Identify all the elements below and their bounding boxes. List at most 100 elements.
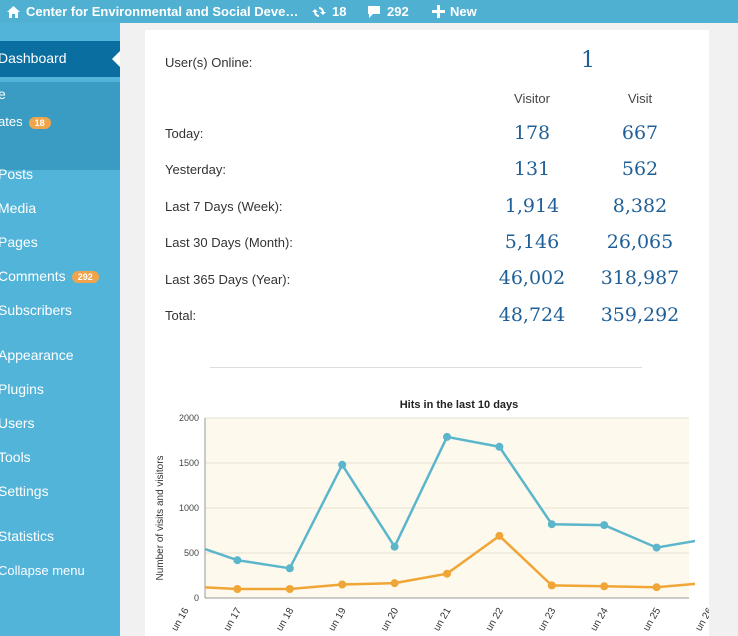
updates-badge: 18 (28, 116, 51, 129)
data-point (233, 585, 242, 593)
menu-label: Collapse menu (0, 563, 85, 578)
online-value: 1 (581, 48, 595, 73)
submenu-home[interactable]: e (0, 86, 6, 102)
data-point (547, 581, 556, 590)
visit-value: 667 (621, 122, 659, 144)
comments-link[interactable]: 292 (366, 0, 409, 23)
row-label: Last 365 Days (Year): (165, 272, 291, 287)
visitor-value: 1,914 (504, 195, 560, 217)
x-tick-label: un 26 (694, 606, 709, 634)
y-axis-label: Number of visits and visitors (155, 455, 166, 580)
menu-users[interactable]: Users (0, 415, 35, 431)
data-point (181, 538, 189, 546)
menu-label: Statistics (0, 528, 55, 544)
menu-posts[interactable]: Posts (0, 166, 33, 182)
y-tick-label: 0 (194, 593, 199, 603)
visit-value: 8,382 (612, 195, 668, 217)
new-label: New (450, 4, 477, 19)
visit-value: 359,292 (600, 304, 680, 326)
updates-link[interactable]: 18 (311, 0, 346, 23)
data-point (390, 579, 399, 588)
menu-tools[interactable]: Tools (0, 449, 31, 465)
x-tick-label: un 19 (327, 606, 349, 634)
menu-appearance[interactable]: Appearance (0, 347, 74, 363)
data-point (390, 542, 399, 551)
visitor-value: 48,724 (498, 304, 566, 326)
site-title: Center for Environmental and Social Deve… (26, 4, 299, 19)
visitor-value: 178 (513, 122, 551, 144)
menu-dashboard-label: Dashboard (0, 50, 67, 66)
new-content-link[interactable]: New (432, 0, 477, 23)
row-label: Yesterday: (165, 162, 226, 177)
x-tick-label: un 16 (170, 606, 192, 634)
online-label: User(s) Online: (165, 55, 253, 70)
data-point (443, 432, 451, 441)
menu-label: Subscribers (0, 302, 72, 318)
home-icon (7, 5, 20, 18)
menu-plugins[interactable]: Plugins (0, 381, 44, 397)
submenu-updates-label: ates (0, 114, 23, 129)
row-label: Today: (165, 126, 204, 141)
y-tick-label: 2000 (179, 413, 199, 423)
menu-media[interactable]: Media (0, 200, 36, 216)
divider (210, 367, 642, 368)
menu-label: Pages (0, 234, 38, 250)
visit-value: 318,987 (600, 267, 680, 289)
menu-comments[interactable]: Comments 292 (0, 268, 99, 284)
menu-subscribers[interactable]: Subscribers (0, 302, 72, 318)
visit-value: 26,065 (606, 231, 674, 253)
visitor-value: 46,002 (498, 267, 566, 289)
data-point (285, 564, 294, 573)
x-tick-label: un 18 (274, 606, 296, 634)
y-tick-label: 1500 (179, 458, 199, 468)
data-point (495, 442, 504, 451)
submenu-home-label: e (0, 86, 6, 102)
visit-header: Visit (627, 91, 653, 106)
data-point (181, 582, 189, 590)
admin-bar: Center for Environmental and Social Deve… (0, 0, 738, 23)
row-label: Last 7 Days (Week): (165, 199, 283, 214)
data-point (338, 460, 347, 469)
x-tick-label: un 23 (536, 606, 558, 634)
updates-count: 18 (332, 4, 347, 19)
site-name-link[interactable]: Center for Environmental and Social Deve… (6, 0, 298, 23)
menu-label: Posts (0, 166, 34, 182)
visit-value: 562 (621, 158, 659, 180)
menu-dashboard[interactable]: Dashboard (0, 41, 120, 77)
menu-label: Settings (0, 483, 49, 499)
plus-icon (432, 5, 445, 18)
data-point (600, 521, 609, 530)
x-tick-label: un 21 (432, 606, 454, 634)
active-arrow (112, 51, 120, 67)
y-tick-label: 500 (184, 548, 199, 558)
data-point (233, 556, 242, 565)
menu-label: Plugins (0, 381, 44, 397)
data-point (338, 580, 347, 589)
data-point (285, 585, 294, 593)
data-point (652, 543, 661, 552)
y-tick-label: 1000 (179, 503, 199, 513)
menu-label: Users (0, 415, 35, 431)
refresh-icon (312, 6, 326, 17)
x-tick-label: un 17 (222, 606, 244, 634)
x-tick-label: un 24 (589, 606, 611, 634)
data-point (652, 583, 661, 592)
row-label: Last 30 Days (Month): (165, 235, 293, 250)
admin-sidebar: Dashboard e ates 18 Posts Media Pages Com… (0, 23, 120, 636)
menu-label: Appearance (0, 347, 74, 363)
submenu-updates[interactable]: ates 18 (0, 114, 51, 129)
collapse-menu-button[interactable]: Collapse menu (0, 563, 85, 578)
data-point (443, 569, 451, 578)
menu-statistics[interactable]: Statistics (0, 528, 54, 544)
hits-chart: 0 500 1000 1500 2000 Hits in the last 10 days… (155, 399, 709, 634)
row-label: Total: (165, 308, 197, 323)
menu-settings[interactable]: Settings (0, 483, 49, 499)
x-tick-label: un 25 (641, 606, 663, 634)
data-point (547, 520, 556, 529)
dashboard-submenu (0, 82, 120, 170)
menu-pages[interactable]: Pages (0, 234, 38, 250)
menu-label: Comments (0, 268, 66, 284)
visitor-value: 5,146 (504, 231, 560, 253)
comments-count: 292 (387, 4, 409, 19)
comments-badge: 292 (71, 271, 99, 284)
